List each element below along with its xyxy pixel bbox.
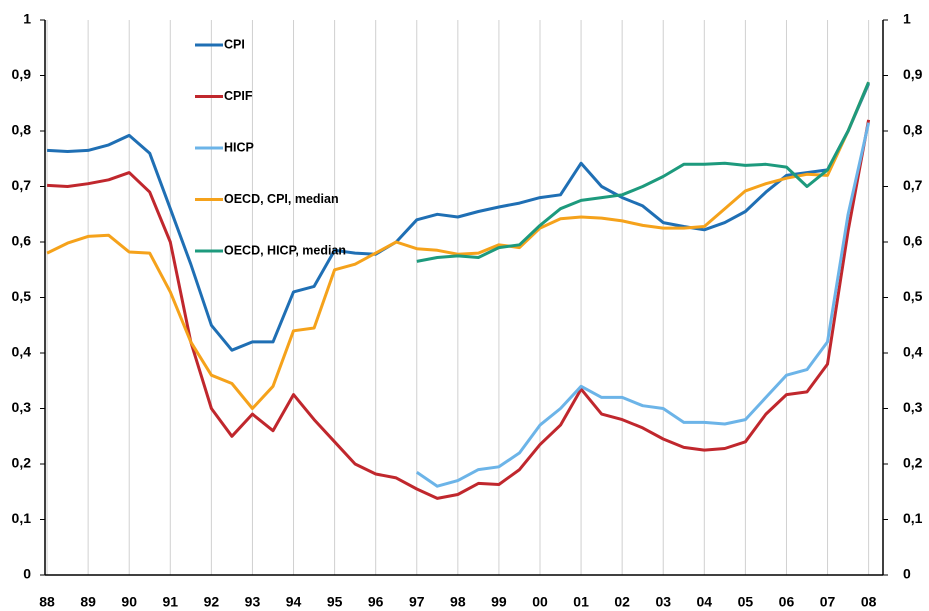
y2-tick-label: 0 xyxy=(903,566,911,582)
series-line xyxy=(46,81,870,410)
y2-tick-label: 0,6 xyxy=(903,233,923,249)
y-tick-label: 0,2 xyxy=(12,455,32,471)
y-tick-label: 0,1 xyxy=(12,510,32,526)
x-tick-label: 90 xyxy=(121,594,137,610)
x-tick-label: 89 xyxy=(80,594,96,610)
x-tick-label: 04 xyxy=(697,594,713,610)
y-tick-label: 0,6 xyxy=(12,233,32,249)
y2-tick-label: 0,4 xyxy=(903,344,923,360)
y2-tick-label: 0,8 xyxy=(903,122,923,138)
y-tick-label: 0,7 xyxy=(12,177,32,193)
y-tick-label: 0,3 xyxy=(12,399,32,415)
x-tick-label: 93 xyxy=(245,594,261,610)
x-tick-label: 98 xyxy=(450,594,466,610)
x-tick-label: 97 xyxy=(409,594,425,610)
x-tick-label: 99 xyxy=(491,594,507,610)
legend-label: OECD, HICP, median xyxy=(224,243,346,257)
series-line xyxy=(415,122,871,488)
x-tick-label: 91 xyxy=(163,594,179,610)
y-tick-label: 0,5 xyxy=(12,288,32,304)
x-tick-label: 08 xyxy=(861,594,877,610)
y2-tick-label: 0,1 xyxy=(903,510,923,526)
legend-label: CPIF xyxy=(224,89,253,103)
x-tick-label: 95 xyxy=(327,594,343,610)
x-tick-label: 07 xyxy=(820,594,836,610)
x-tick-label: 02 xyxy=(614,594,630,610)
y2-tick-label: 0,3 xyxy=(903,399,923,415)
y2-tick-label: 0,2 xyxy=(903,455,923,471)
series-line xyxy=(47,83,870,352)
y-tick-label: 0,8 xyxy=(12,122,32,138)
y2-tick-label: 1 xyxy=(903,11,911,27)
x-tick-label: 05 xyxy=(738,594,754,610)
series-line xyxy=(416,81,870,263)
y2-tick-label: 0,5 xyxy=(903,288,923,304)
x-tick-label: 03 xyxy=(655,594,671,610)
legend-label: CPI xyxy=(224,37,245,51)
x-tick-label: 01 xyxy=(573,594,589,610)
x-tick-label: 92 xyxy=(204,594,220,610)
y2-tick-label: 0,9 xyxy=(903,66,923,82)
x-tick-label: 94 xyxy=(286,594,302,610)
x-tick-label: 88 xyxy=(39,594,55,610)
y-tick-label: 0,4 xyxy=(12,344,32,360)
legend-label: OECD, CPI, median xyxy=(224,192,339,206)
y2-tick-label: 0,7 xyxy=(903,177,923,193)
y-tick-label: 0 xyxy=(23,566,31,582)
y-tick-label: 0,9 xyxy=(12,66,32,82)
x-tick-label: 06 xyxy=(779,594,795,610)
series-line xyxy=(47,119,871,500)
x-tick-label: 00 xyxy=(532,594,548,610)
y-tick-label: 1 xyxy=(23,11,31,27)
legend-label: HICP xyxy=(224,140,254,154)
x-tick-label: 96 xyxy=(368,594,384,610)
